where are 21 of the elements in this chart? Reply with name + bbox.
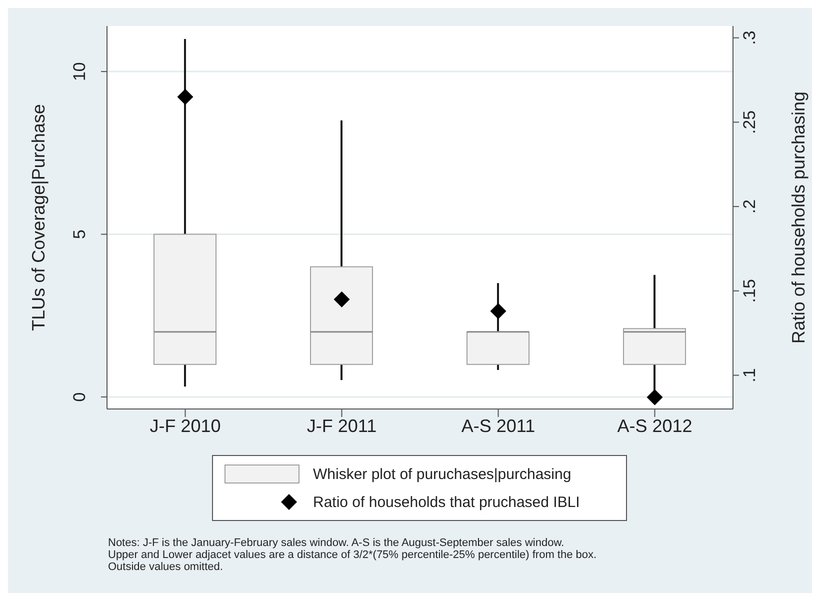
y2-tick-label: .25: [740, 110, 759, 134]
point: [177, 88, 194, 105]
point: [334, 291, 350, 308]
y2-axis-title: Ratio of households purchasing: [788, 91, 808, 344]
y2-tick-label: .3: [740, 30, 759, 45]
y-tick-label: 0: [70, 392, 89, 402]
point: [490, 303, 506, 320]
legend-label: Ratio of households that pruchased IBLI: [313, 494, 580, 510]
legend-label: Whisker plot of puruchases|purchasing: [313, 466, 572, 482]
x-tick-label: A-S 2012: [617, 416, 692, 436]
x-tick-label: J-F 2010: [150, 416, 221, 436]
y-tick-label: 10: [70, 62, 89, 82]
y-tick-label: 5: [70, 230, 89, 239]
y2-tick-label: .15: [740, 279, 759, 303]
x-tick-label: A-S 2011: [461, 416, 536, 436]
y2-tick-label: .2: [740, 199, 759, 214]
x-tick-label: J-F 2011: [306, 416, 377, 436]
y-axis-title: TLUs of Coverage|Purchase: [28, 104, 48, 331]
y2-tick-label: .1: [740, 368, 759, 382]
point: [646, 389, 663, 406]
text: Notes: J-F is the January-February sales window. A-S is the August-September sales window. Upper and Lower adjacet values are a distance of 3/2*(75% percentile-25% percentile) from the box. Outside values omitted.: [108, 537, 598, 573]
